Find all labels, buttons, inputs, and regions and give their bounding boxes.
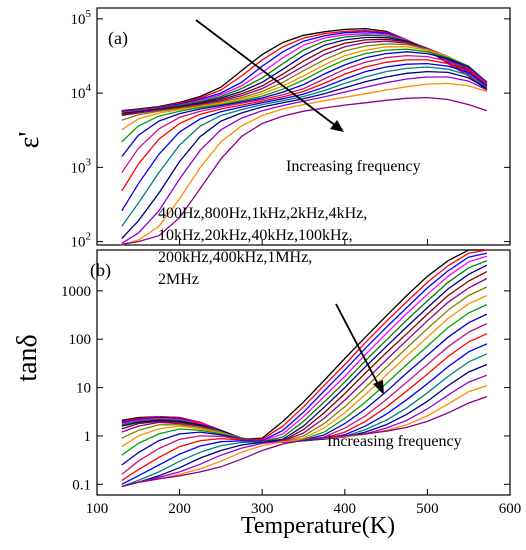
panel-b-y-tick-label: 1000 (61, 284, 91, 300)
panel-b-series-line (121, 264, 488, 443)
panel-a-curves (121, 27, 488, 246)
panel-b-series-line (121, 323, 488, 475)
panel-b-arrow-shaft (335, 303, 380, 387)
panel-b-y-ticks: 0.1 1 10 100 1000 (61, 284, 510, 493)
panel-b-arrow-head (373, 380, 384, 395)
panel-b-x-tick-label: 200 (168, 501, 191, 517)
panel-b-series-line (121, 374, 488, 488)
panel-b-series-line (121, 249, 488, 440)
legend-line: 2MHz (158, 271, 199, 288)
panel-a: 102 103 104 105 (a) ε' Increasing frequency (14, 7, 511, 251)
panel-b-series-line (121, 395, 488, 488)
panel-b-series-line (121, 286, 488, 443)
panel-b: 0.1 1 10 100 1000 100 200 300 400 500 600 (b) tan… (12, 249, 522, 539)
panel-b-curves (121, 249, 488, 488)
x-axis-label: Temperature(K) (241, 513, 395, 539)
panel-a-arrow-shaft (195, 19, 337, 127)
frequency-legend: 400Hz,800Hz,1kHz,2kHz,4kHz, 10kHz,20kHz,4… (158, 205, 367, 288)
panel-b-frame (96, 249, 511, 496)
panel-a-series-line (121, 46, 488, 131)
panel-a-x-ticks (96, 239, 511, 245)
panel-a-series-line (121, 43, 488, 121)
panel-b-x-tick-label: 300 (251, 501, 274, 517)
panel-b-series-line (121, 252, 488, 442)
panel-a-y-tick-label: 105 (71, 8, 92, 28)
panel-a-y-axis-label: ε' (14, 132, 45, 149)
panel-a-series-line (121, 70, 488, 239)
panel-b-series-line (121, 271, 488, 443)
legend-line: 200kHz,400kHz,1MHz, (158, 249, 312, 266)
panel-a-series-line (121, 54, 488, 173)
panel-a-y-ticks: 102 103 104 105 (71, 8, 510, 251)
panel-a-y-tick-label: 103 (71, 156, 92, 176)
panel-a-annotation: Increasing frequency (286, 158, 421, 175)
panel-b-series-line (121, 333, 488, 481)
panel-b-annotation: Increasing frequency (327, 433, 462, 450)
panel-b-x-tick-label: 600 (499, 501, 522, 517)
panel-a-series-line (121, 48, 488, 143)
panel-a-series-line (121, 66, 488, 227)
panel-b-y-tick-label: 100 (69, 332, 92, 348)
panel-a-series-line (121, 59, 488, 192)
panel-b-y-axis-label: tanδ (12, 334, 43, 381)
panel-a-y-tick-label: 104 (71, 82, 92, 102)
panel-b-series-line (121, 260, 488, 443)
panel-a-frame (96, 7, 511, 246)
panel-b-series-line (121, 255, 488, 442)
panel-b-x-tick-label: 500 (416, 501, 439, 517)
panel-a-y-tick-label: 102 (71, 231, 92, 251)
panel-b-series-line (121, 277, 488, 443)
panel-b-label: (b) (90, 260, 111, 281)
legend-line: 10kHz,20kHz,40kHz,100kHz, (158, 227, 353, 244)
panel-a-series-line (121, 62, 488, 212)
panel-b-x-tick-label: 100 (86, 501, 109, 517)
panel-a-label: (a) (108, 28, 128, 49)
panel-b-y-tick-label: 1 (84, 429, 92, 445)
panel-a-arrow-head (330, 120, 344, 132)
panel-b-series-line (121, 294, 488, 448)
panel-a-series-line (121, 82, 488, 246)
panel-b-x-tick-label: 400 (334, 501, 357, 517)
panel-b-y-tick-label: 10 (76, 381, 91, 397)
panel-a-series-line (121, 51, 488, 157)
panel-a-series-line (121, 96, 488, 245)
legend-line: 400Hz,800Hz,1kHz,2kHz,4kHz, (158, 205, 367, 222)
panel-b-x-ticks: 100 200 300 400 500 600 (86, 489, 522, 517)
panel-b-y-tick-label: 0.1 (72, 477, 91, 493)
